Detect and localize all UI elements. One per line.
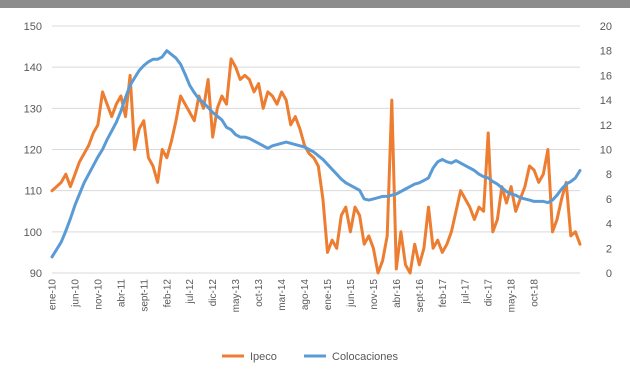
right-y-tick-label: 16 [600, 70, 612, 82]
left-y-axis-ticks: 90 100 110 120 130 140 150 [24, 21, 42, 280]
x-tick-label: abr-16 [392, 279, 403, 308]
left-y-tick-label: 130 [24, 103, 42, 115]
right-y-tick-label: 2 [606, 243, 612, 255]
right-y-axis-ticks: 0 2 4 6 8 10 12 14 16 18 20 [600, 21, 612, 280]
x-tick-label: may-18 [507, 279, 518, 313]
right-y-tick-label: 4 [606, 219, 612, 231]
right-y-tick-label: 18 [600, 46, 612, 58]
x-tick-label: ene-15 [323, 279, 334, 311]
right-y-tick-label: 12 [600, 120, 612, 132]
left-y-tick-label: 140 [24, 62, 42, 74]
legend: Ipeco Colocaciones [222, 351, 399, 363]
x-tick-label: oct-18 [530, 279, 541, 307]
series-line-colocaciones [50, 49, 582, 259]
x-tick-label: feb-17 [438, 279, 449, 308]
x-tick-label: oct-13 [254, 279, 265, 307]
x-tick-label: ago-14 [300, 279, 311, 311]
left-y-tick-label: 100 [24, 227, 42, 239]
x-tick-label: jul-17 [461, 279, 472, 305]
series-lines [50, 49, 582, 275]
x-tick-label: nov-10 [93, 279, 104, 310]
left-y-tick-label: 90 [30, 268, 42, 280]
x-tick-label: sept-16 [415, 279, 426, 313]
right-y-tick-label: 20 [600, 21, 612, 33]
x-tick-label: jun-10 [70, 279, 81, 308]
x-tick-label: dic-17 [484, 279, 495, 307]
right-y-tick-label: 10 [600, 145, 612, 157]
x-tick-label: jun-15 [346, 279, 357, 308]
left-y-tick-label: 120 [24, 145, 42, 157]
right-y-tick-label: 14 [600, 95, 612, 107]
left-y-tick-label: 150 [24, 21, 42, 33]
x-tick-label: mar-14 [277, 279, 288, 311]
chart-svg: 90 100 110 120 130 140 150 0 2 4 6 8 10 12 14 16 18 20 e… [24, 21, 612, 363]
x-tick-label: ene-10 [48, 279, 59, 311]
x-tick-label: nov-15 [369, 279, 380, 310]
right-y-tick-label: 8 [606, 169, 612, 181]
x-tick-label: dic-12 [208, 279, 219, 307]
x-tick-label: sept-11 [139, 279, 150, 312]
x-tick-label: feb-12 [162, 279, 173, 308]
top-border [0, 0, 630, 8]
legend-label: Ipeco [250, 351, 277, 363]
gridlines [52, 25, 580, 274]
chart-frame: 90 100 110 120 130 140 150 0 2 4 6 8 10 12 14 16 18 20 e… [0, 8, 630, 377]
x-axis-tick-labels: ene-10 jun-10 nov-10 abr-11 sept-11 feb-12 jul… [48, 279, 541, 313]
left-y-tick-label: 110 [24, 186, 42, 198]
right-y-tick-label: 6 [606, 194, 612, 206]
right-y-tick-label: 0 [606, 268, 612, 280]
legend-label: Colocaciones [332, 351, 399, 363]
series-line-ipeco [50, 57, 582, 275]
x-tick-label: abr-11 [116, 279, 127, 308]
x-tick-label: may-13 [231, 279, 242, 313]
x-tick-label: jul-12 [185, 279, 196, 305]
